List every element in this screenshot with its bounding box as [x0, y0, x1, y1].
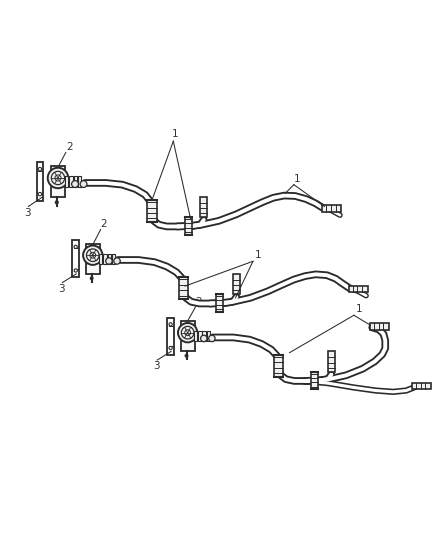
Bar	[198, 331, 201, 341]
Circle shape	[106, 258, 112, 264]
Bar	[108, 254, 111, 264]
Circle shape	[178, 323, 198, 342]
Bar	[349, 286, 368, 292]
Bar	[36, 162, 43, 201]
Circle shape	[74, 245, 78, 248]
Bar	[148, 200, 156, 222]
Bar	[167, 318, 174, 354]
Bar	[179, 277, 188, 299]
Text: 1: 1	[294, 174, 300, 184]
Bar	[311, 372, 318, 389]
Circle shape	[208, 335, 215, 342]
Bar	[412, 383, 431, 389]
Bar	[74, 176, 77, 187]
Bar	[274, 355, 283, 377]
Circle shape	[38, 192, 42, 196]
Text: 3: 3	[153, 361, 159, 372]
Circle shape	[80, 181, 87, 188]
Bar	[200, 197, 207, 217]
Bar	[69, 176, 73, 187]
Bar	[202, 331, 206, 341]
Bar	[185, 217, 192, 235]
Circle shape	[90, 277, 93, 280]
Bar	[65, 176, 68, 187]
Circle shape	[83, 246, 102, 265]
Bar	[322, 206, 341, 212]
Bar	[51, 166, 65, 197]
Circle shape	[55, 200, 58, 204]
Bar	[72, 240, 79, 277]
Circle shape	[169, 322, 172, 326]
Circle shape	[72, 181, 78, 188]
Circle shape	[201, 335, 207, 342]
Bar	[207, 331, 210, 341]
Circle shape	[114, 258, 120, 264]
Text: 2: 2	[195, 296, 202, 306]
Text: 1: 1	[356, 304, 362, 314]
Text: 3: 3	[58, 284, 65, 294]
Bar	[194, 331, 198, 341]
Text: 3: 3	[24, 208, 31, 218]
Bar	[233, 274, 240, 294]
Bar	[99, 254, 102, 264]
Bar	[370, 324, 389, 330]
Bar	[216, 294, 223, 312]
Circle shape	[169, 346, 172, 350]
Bar	[78, 176, 81, 187]
Text: 2: 2	[66, 142, 72, 152]
Bar	[86, 244, 100, 273]
Circle shape	[48, 168, 68, 188]
Bar	[112, 254, 115, 264]
Text: 2: 2	[101, 219, 107, 229]
Circle shape	[38, 167, 42, 171]
Circle shape	[74, 269, 78, 272]
Bar	[103, 254, 106, 264]
Bar	[181, 321, 194, 351]
Text: 1: 1	[172, 130, 179, 140]
Circle shape	[185, 354, 188, 357]
Bar	[328, 351, 335, 372]
Text: 1: 1	[255, 251, 262, 261]
